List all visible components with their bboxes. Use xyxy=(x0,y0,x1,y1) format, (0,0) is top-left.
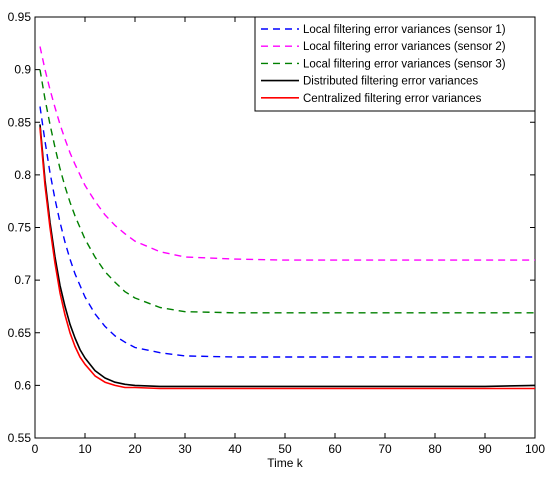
legend-box xyxy=(254,16,536,112)
y-tick-label: 0.75 xyxy=(8,221,32,235)
x-axis-title: Time k xyxy=(267,456,304,470)
x-tick-label: 60 xyxy=(328,442,342,456)
y-tick-label: 0.55 xyxy=(8,431,32,445)
x-tick-label: 80 xyxy=(428,442,442,456)
legend-label: Distributed filtering error variances xyxy=(303,76,478,88)
y-tick-label: 0.8 xyxy=(14,168,31,182)
y-tick-label: 0.7 xyxy=(14,273,31,287)
legend-label: Local filtering error variances (sensor … xyxy=(303,58,506,70)
legend-label: Centralized filtering error variances xyxy=(303,93,482,105)
x-tick-label: 40 xyxy=(228,442,242,456)
x-tick-label: 10 xyxy=(78,442,92,456)
legend-label: Local filtering error variances (sensor … xyxy=(303,41,506,53)
x-tick-label: 30 xyxy=(178,442,192,456)
series-lines xyxy=(39,46,536,390)
x-tick-label: 90 xyxy=(478,442,492,456)
x-tick-label: 100 xyxy=(525,442,545,456)
y-tick-label: 0.95 xyxy=(8,10,32,24)
legend: Local filtering error variances (sensor … xyxy=(254,16,536,112)
y-tick-label: 0.9 xyxy=(14,63,31,77)
y-tick-label: 0.6 xyxy=(14,378,31,392)
x-tick-label: 70 xyxy=(378,442,392,456)
y-tick-label: 0.65 xyxy=(8,326,32,340)
y-tick-label: 0.85 xyxy=(8,115,32,129)
x-tick-label: 20 xyxy=(128,442,142,456)
series-line-5 xyxy=(39,127,535,390)
x-tick-label: 0 xyxy=(32,442,39,456)
series-line-3 xyxy=(39,69,535,314)
x-tick-label: 50 xyxy=(278,442,292,456)
series-line-1 xyxy=(39,106,535,358)
legend-label: Local filtering error variances (sensor … xyxy=(303,24,506,36)
series-line-4 xyxy=(39,124,536,388)
series-line-2 xyxy=(39,46,535,261)
axis-ticks: 0 10 20 30 40 50 60 70 80 90 100 0.55 0.6 0.65 0.7 0.75… xyxy=(8,10,546,456)
